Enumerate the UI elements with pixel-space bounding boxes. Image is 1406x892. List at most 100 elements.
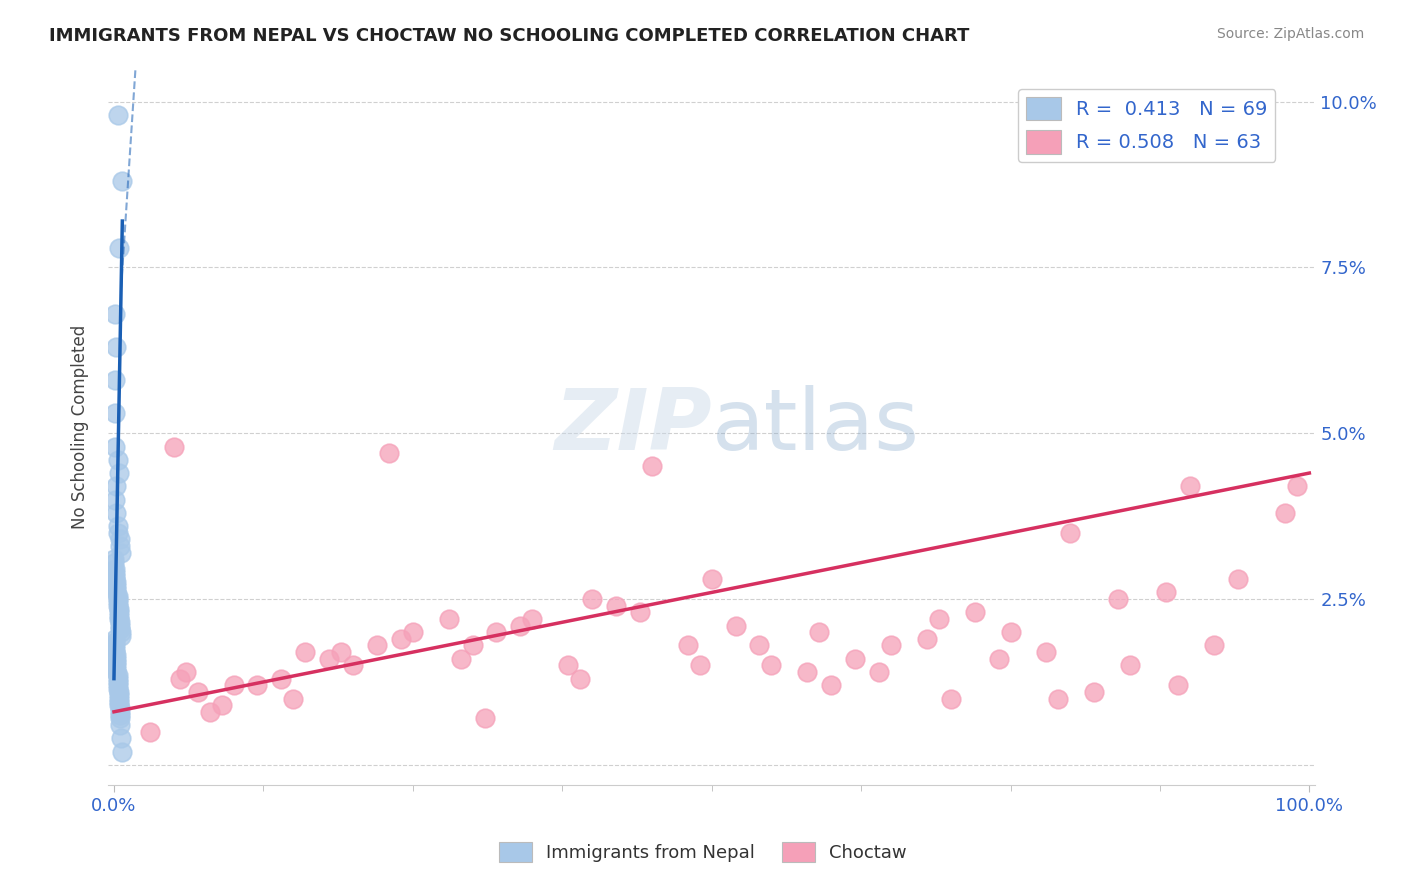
Point [509, 618, 531, 632]
Point [1000, 625, 1022, 640]
Point [107, 592, 129, 607]
Point [104, 373, 127, 387]
Point [880, 639, 903, 653]
Point [107, 241, 129, 255]
Point [105, 582, 128, 596]
Point [108, 705, 131, 719]
Point [105, 479, 128, 493]
Point [700, 572, 723, 586]
Point [474, 711, 496, 725]
Point [105, 662, 128, 676]
Point [103, 556, 125, 570]
Point [187, 685, 209, 699]
Point [689, 658, 711, 673]
Point [676, 639, 699, 653]
Point [107, 681, 129, 696]
Point [330, 645, 353, 659]
Point [1167, 678, 1189, 692]
Point [104, 307, 127, 321]
Point [108, 618, 131, 632]
Point [318, 652, 340, 666]
Point [1286, 479, 1309, 493]
Point [1107, 592, 1129, 607]
Point [104, 562, 127, 576]
Point [808, 625, 831, 640]
Point [107, 675, 129, 690]
Point [108, 711, 131, 725]
Point [987, 652, 1010, 666]
Point [107, 685, 129, 699]
Point [868, 665, 890, 679]
Point [105, 506, 128, 520]
Point [342, 658, 364, 673]
Point [1059, 525, 1081, 540]
Point [270, 672, 292, 686]
Point [761, 658, 783, 673]
Point [105, 579, 128, 593]
Point [104, 492, 127, 507]
Point [107, 466, 129, 480]
Point [107, 599, 129, 613]
Point [569, 672, 592, 686]
Point [103, 440, 125, 454]
Point [107, 108, 129, 122]
Point [198, 705, 221, 719]
Point [104, 639, 127, 653]
Point [283, 691, 305, 706]
Point [104, 632, 127, 646]
Point [108, 718, 131, 732]
Point [628, 605, 651, 619]
Point [107, 525, 129, 540]
Point [107, 608, 129, 623]
Point [107, 698, 129, 713]
Point [939, 691, 962, 706]
Point [1178, 479, 1201, 493]
Point [107, 519, 129, 533]
Point [1154, 585, 1177, 599]
Point [1047, 691, 1070, 706]
Point [105, 655, 128, 669]
Point [378, 446, 401, 460]
Point [104, 645, 127, 659]
Point [107, 678, 129, 692]
Point [105, 575, 128, 590]
Point [105, 585, 128, 599]
Point [389, 632, 412, 646]
Point [105, 648, 128, 663]
Point [110, 625, 132, 640]
Text: Source: ZipAtlas.com: Source: ZipAtlas.com [1216, 27, 1364, 41]
Point [107, 612, 129, 626]
Point [111, 745, 134, 759]
Point [724, 618, 747, 632]
Point [110, 628, 132, 642]
Point [107, 602, 129, 616]
Point [103, 552, 125, 566]
Text: atlas: atlas [711, 385, 920, 468]
Point [450, 652, 472, 666]
Point [1083, 685, 1105, 699]
Point [915, 632, 938, 646]
Point [108, 708, 131, 723]
Point [110, 546, 132, 560]
Point [139, 724, 162, 739]
Y-axis label: No Schooling Completed: No Schooling Completed [72, 325, 89, 529]
Point [104, 641, 127, 656]
Point [605, 599, 627, 613]
Point [104, 566, 127, 580]
Point [820, 678, 842, 692]
Point [557, 658, 579, 673]
Point [222, 678, 245, 692]
Point [107, 668, 129, 682]
Point [1119, 658, 1142, 673]
Point [104, 569, 127, 583]
Point [246, 678, 269, 692]
Point [163, 440, 186, 454]
Point [104, 572, 127, 586]
Point [108, 533, 131, 547]
Point [402, 625, 425, 640]
Point [105, 652, 128, 666]
Legend: R =  0.413   N = 69, R = 0.508   N = 63: R = 0.413 N = 69, R = 0.508 N = 63 [1018, 89, 1275, 161]
Point [107, 672, 129, 686]
Point [108, 615, 131, 630]
Point [105, 665, 128, 679]
